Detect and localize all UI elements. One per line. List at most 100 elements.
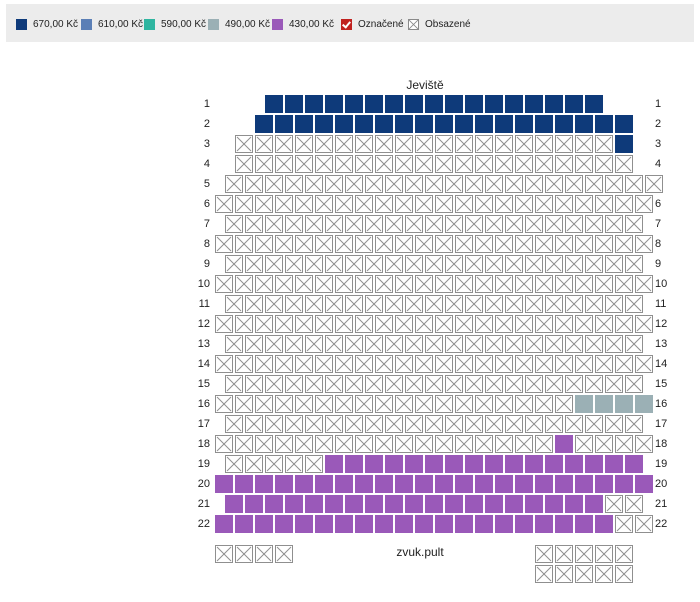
available-seat[interactable] xyxy=(455,475,473,493)
available-seat[interactable] xyxy=(615,475,633,493)
available-seat[interactable] xyxy=(485,495,503,513)
available-seat[interactable] xyxy=(545,95,563,113)
available-seat[interactable] xyxy=(325,95,343,113)
available-seat[interactable] xyxy=(575,475,593,493)
available-seat[interactable] xyxy=(485,95,503,113)
available-seat[interactable] xyxy=(555,475,573,493)
available-seat[interactable] xyxy=(615,115,633,133)
available-seat[interactable] xyxy=(575,115,593,133)
available-seat[interactable] xyxy=(345,495,363,513)
available-seat[interactable] xyxy=(395,475,413,493)
available-seat[interactable] xyxy=(545,495,563,513)
available-seat[interactable] xyxy=(435,475,453,493)
available-seat[interactable] xyxy=(475,115,493,133)
available-seat[interactable] xyxy=(555,435,573,453)
available-seat[interactable] xyxy=(385,495,403,513)
available-seat[interactable] xyxy=(235,475,253,493)
available-seat[interactable] xyxy=(315,475,333,493)
available-seat[interactable] xyxy=(375,515,393,533)
available-seat[interactable] xyxy=(425,495,443,513)
available-seat[interactable] xyxy=(535,475,553,493)
available-seat[interactable] xyxy=(315,515,333,533)
available-seat[interactable] xyxy=(635,395,653,413)
available-seat[interactable] xyxy=(325,495,343,513)
available-seat[interactable] xyxy=(415,515,433,533)
available-seat[interactable] xyxy=(525,455,543,473)
available-seat[interactable] xyxy=(485,455,503,473)
available-seat[interactable] xyxy=(405,455,423,473)
available-seat[interactable] xyxy=(515,475,533,493)
available-seat[interactable] xyxy=(215,515,233,533)
available-seat[interactable] xyxy=(295,475,313,493)
available-seat[interactable] xyxy=(445,95,463,113)
available-seat[interactable] xyxy=(335,515,353,533)
available-seat[interactable] xyxy=(525,495,543,513)
available-seat[interactable] xyxy=(495,515,513,533)
available-seat[interactable] xyxy=(545,455,563,473)
available-seat[interactable] xyxy=(265,495,283,513)
available-seat[interactable] xyxy=(495,115,513,133)
available-seat[interactable] xyxy=(235,515,253,533)
available-seat[interactable] xyxy=(455,115,473,133)
available-seat[interactable] xyxy=(295,515,313,533)
available-seat[interactable] xyxy=(385,455,403,473)
available-seat[interactable] xyxy=(385,95,403,113)
available-seat[interactable] xyxy=(435,515,453,533)
available-seat[interactable] xyxy=(215,475,233,493)
available-seat[interactable] xyxy=(255,475,273,493)
available-seat[interactable] xyxy=(475,475,493,493)
available-seat[interactable] xyxy=(505,455,523,473)
available-seat[interactable] xyxy=(575,395,593,413)
available-seat[interactable] xyxy=(565,95,583,113)
available-seat[interactable] xyxy=(355,115,373,133)
available-seat[interactable] xyxy=(605,455,623,473)
available-seat[interactable] xyxy=(585,495,603,513)
available-seat[interactable] xyxy=(595,475,613,493)
available-seat[interactable] xyxy=(465,455,483,473)
available-seat[interactable] xyxy=(635,475,653,493)
available-seat[interactable] xyxy=(335,475,353,493)
available-seat[interactable] xyxy=(435,115,453,133)
available-seat[interactable] xyxy=(465,495,483,513)
available-seat[interactable] xyxy=(355,515,373,533)
available-seat[interactable] xyxy=(565,455,583,473)
available-seat[interactable] xyxy=(305,95,323,113)
available-seat[interactable] xyxy=(275,475,293,493)
available-seat[interactable] xyxy=(555,115,573,133)
available-seat[interactable] xyxy=(315,115,333,133)
available-seat[interactable] xyxy=(505,495,523,513)
available-seat[interactable] xyxy=(265,95,283,113)
available-seat[interactable] xyxy=(295,115,313,133)
available-seat[interactable] xyxy=(565,495,583,513)
available-seat[interactable] xyxy=(535,115,553,133)
available-seat[interactable] xyxy=(365,95,383,113)
available-seat[interactable] xyxy=(525,95,543,113)
available-seat[interactable] xyxy=(415,115,433,133)
available-seat[interactable] xyxy=(465,95,483,113)
available-seat[interactable] xyxy=(405,495,423,513)
available-seat[interactable] xyxy=(285,495,303,513)
available-seat[interactable] xyxy=(335,115,353,133)
available-seat[interactable] xyxy=(595,115,613,133)
available-seat[interactable] xyxy=(455,515,473,533)
available-seat[interactable] xyxy=(425,455,443,473)
available-seat[interactable] xyxy=(575,515,593,533)
available-seat[interactable] xyxy=(255,515,273,533)
available-seat[interactable] xyxy=(285,95,303,113)
available-seat[interactable] xyxy=(345,455,363,473)
available-seat[interactable] xyxy=(445,455,463,473)
available-seat[interactable] xyxy=(415,475,433,493)
available-seat[interactable] xyxy=(365,495,383,513)
available-seat[interactable] xyxy=(595,395,613,413)
available-seat[interactable] xyxy=(395,515,413,533)
available-seat[interactable] xyxy=(365,455,383,473)
available-seat[interactable] xyxy=(625,455,643,473)
available-seat[interactable] xyxy=(445,495,463,513)
available-seat[interactable] xyxy=(275,515,293,533)
available-seat[interactable] xyxy=(585,95,603,113)
available-seat[interactable] xyxy=(515,115,533,133)
available-seat[interactable] xyxy=(515,515,533,533)
available-seat[interactable] xyxy=(615,395,633,413)
available-seat[interactable] xyxy=(375,475,393,493)
available-seat[interactable] xyxy=(535,515,553,533)
